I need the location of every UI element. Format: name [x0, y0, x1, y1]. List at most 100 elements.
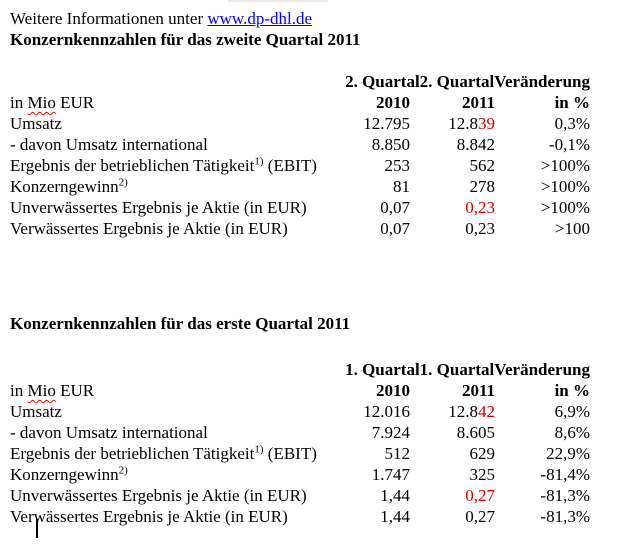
text-segment: - davon Umsatz international [10, 135, 208, 154]
table-subheader-row: in Mio EUR 2010 2011 in % [10, 380, 590, 401]
value-change: 0,3% [495, 113, 590, 134]
changed-value: 42 [478, 402, 495, 421]
column-header-2011-period: 2. Quartal [419, 72, 495, 91]
text-segment: 0,07 [380, 198, 410, 217]
value-2011: 0,27 [410, 506, 495, 527]
year-header-2011: 2011 [461, 93, 495, 112]
value-2010: 0,07 [340, 218, 410, 239]
row-label: Konzerngewinn2) [10, 464, 340, 485]
dp-dhl-link[interactable]: www.dp-dhl.de [207, 9, 313, 28]
row-label: Umsatz [10, 401, 340, 422]
value-change: 22,9% [495, 443, 590, 464]
column-header-2011-period: 1. Quartal [419, 360, 495, 379]
table-row: Verwässertes Ergebnis je Aktie (in EUR) 1… [10, 506, 590, 527]
row-label: Ergebnis der betrieblichen Tätigkeit1) (… [10, 155, 340, 176]
text-segment: 0,3% [554, 114, 590, 133]
value-change: >100% [495, 197, 590, 218]
value-change: -81,3% [495, 506, 590, 527]
misspelled-word: Mio [27, 381, 56, 400]
text-segment: 0,07 [380, 219, 410, 238]
text-segment: Umsatz [10, 402, 62, 421]
year-header-2010: 2010 [376, 381, 410, 400]
row-label: - davon Umsatz international [10, 134, 340, 155]
table-q1-column-headers: 1. Quartal 1. Quartal Veränderung [10, 359, 590, 380]
column-header-2010-period: 1. Quartal [345, 360, 420, 379]
value-2010: 7.924 [340, 422, 410, 443]
table-q1: 1. Quartal 1. Quartal Veränderung in Mio E… [10, 359, 590, 527]
text-cursor[interactable] [36, 519, 38, 538]
value-2011: 12.842 [410, 401, 495, 422]
table-row: Ergebnis der betrieblichen Tätigkeit1) (… [10, 443, 590, 464]
text-segment: 8,6% [554, 423, 590, 442]
value-2011: 8.842 [410, 134, 495, 155]
text-segment: 1,44 [380, 507, 410, 526]
value-2011: 0,27 [410, 485, 495, 506]
value-change: -81,3% [495, 485, 590, 506]
row-label: Verwässertes Ergebnis je Aktie (in EUR) [10, 218, 340, 239]
value-change: -0,1% [495, 134, 590, 155]
footnote-marker: 1) [254, 443, 264, 456]
value-change: >100% [495, 176, 590, 197]
unit-text: in [10, 381, 28, 400]
value-2010: 12.016 [340, 401, 410, 422]
row-label: Konzerngewinn2) [10, 176, 340, 197]
unit-header: in Mio EUR [10, 380, 340, 401]
table-row: Umsatz 12.016 12.842 6,9% [10, 401, 590, 422]
value-2010: 253 [340, 155, 411, 176]
value-2010: 8.850 [340, 134, 410, 155]
value-2010: 1,44 [340, 506, 410, 527]
text-segment: Ergebnis der betrieblichen Tätigkeit [10, 156, 255, 175]
changed-value: 39 [478, 114, 495, 133]
text-segment: 0,27 [465, 507, 495, 526]
unit-text: EUR [55, 381, 95, 400]
table-row: Unverwässertes Ergebnis je Aktie (in EUR… [10, 197, 590, 218]
change-unit-header: in % [554, 381, 590, 400]
table-row: - davon Umsatz international 7.924 8.605 8,… [10, 422, 590, 443]
text-segment: Ergebnis der betrieblichen Tätigkeit [10, 444, 255, 463]
table-row: Ergebnis der betrieblichen Tätigkeit1) (… [10, 155, 590, 176]
text-segment: 12.8 [448, 114, 478, 133]
footnote-marker: 2) [118, 176, 128, 189]
section-heading-q1: Konzernkennzahlen für das erste Quartal … [10, 314, 351, 333]
text-segment: 8.605 [456, 423, 495, 442]
changed-value: 0,27 [465, 486, 495, 505]
intro-text: Weitere Informationen unter [10, 9, 208, 28]
row-label: - davon Umsatz international [10, 422, 340, 443]
text-segment: 12.8 [448, 402, 478, 421]
table-row: Konzerngewinn2) 81 278 >100% [10, 176, 590, 197]
text-segment: - davon Umsatz international [10, 423, 208, 442]
row-label: Unverwässertes Ergebnis je Aktie (in EUR… [10, 485, 340, 506]
value-2010: 1,44 [340, 485, 410, 506]
value-2010: 1.747 [340, 464, 410, 485]
intro-line: Weitere Informationen unter www.dp-dhl.d… [10, 8, 634, 29]
text-segment: 8.850 [371, 135, 410, 154]
text-segment: Unverwässertes Ergebnis je Aktie (in EUR… [10, 486, 307, 505]
text-segment: 325 [469, 465, 496, 484]
value-change: 6,9% [495, 401, 590, 422]
text-segment: Unverwässertes Ergebnis je Aktie (in EUR… [10, 198, 307, 217]
text-segment: >100 [554, 219, 590, 238]
text-segment: -81,3% [540, 507, 590, 526]
value-2011: 8.605 [410, 422, 495, 443]
text-segment: 6,9% [554, 402, 590, 421]
value-change: >100 [495, 218, 590, 239]
text-segment: 12.795 [363, 114, 410, 133]
text-segment: (EBIT) [263, 444, 317, 463]
text-segment: 81 [393, 177, 410, 196]
column-header-2010-period: 2. Quartal [345, 72, 420, 91]
value-2010: 0,07 [340, 197, 410, 218]
text-segment: 512 [384, 444, 411, 463]
text-segment: Verwässertes Ergebnis je Aktie (in EUR) [10, 507, 288, 526]
table-subheader-row: in Mio EUR 2010 2011 in % [10, 92, 590, 113]
clipped-text-artifact [228, 0, 328, 2]
text-segment: -0,1% [548, 135, 590, 154]
text-segment: Verwässertes Ergebnis je Aktie (in EUR) [10, 219, 288, 238]
unit-header: in Mio EUR [10, 92, 340, 113]
text-segment: Umsatz [10, 114, 62, 133]
unit-text: in [10, 93, 28, 112]
text-segment: (EBIT) [263, 156, 317, 175]
table-row: Verwässertes Ergebnis je Aktie (in EUR) 0… [10, 218, 590, 239]
text-segment: 7.924 [371, 423, 410, 442]
text-segment: 22,9% [546, 444, 590, 463]
